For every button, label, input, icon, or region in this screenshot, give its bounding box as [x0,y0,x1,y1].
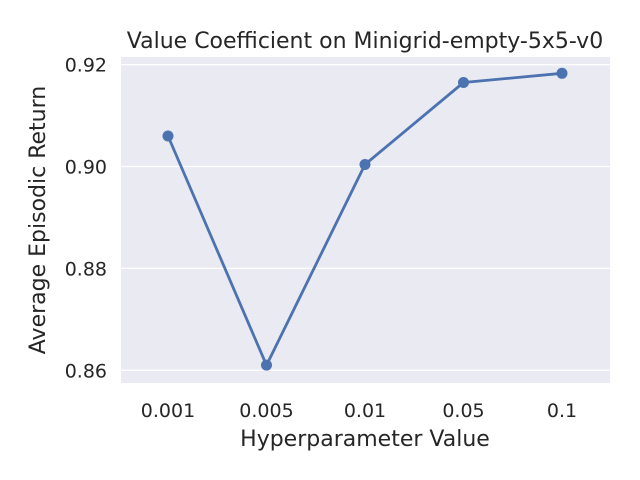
data-point [162,130,174,142]
x-tick-label: 0.01 [344,400,386,422]
x-tick-label: 0.1 [547,400,577,422]
y-tick-labels: 0.86 0.88 0.90 0.92 [65,55,107,383]
y-tick-label: 0.92 [65,55,107,77]
data-point [556,67,568,79]
plot-area [121,57,610,383]
y-tick-label: 0.90 [65,157,107,179]
y-tick-label: 0.88 [65,258,107,280]
x-tick-label: 0.001 [141,400,195,422]
data-point [458,76,469,88]
chart-title: Value Coefficient on Minigrid-empty-5x5-… [127,29,603,54]
y-tick-label: 0.86 [65,360,107,382]
x-axis-label: Hyperparameter Value [240,427,490,452]
data-point [359,158,371,170]
series [162,67,568,371]
y-axis-label: Average Episodic Return [26,86,51,354]
x-tick-label: 0.005 [239,400,293,422]
x-tick-label: 0.05 [442,400,484,422]
x-tick-labels: 0.001 0.005 0.01 0.05 0.1 [141,400,577,422]
data-point [261,359,272,371]
